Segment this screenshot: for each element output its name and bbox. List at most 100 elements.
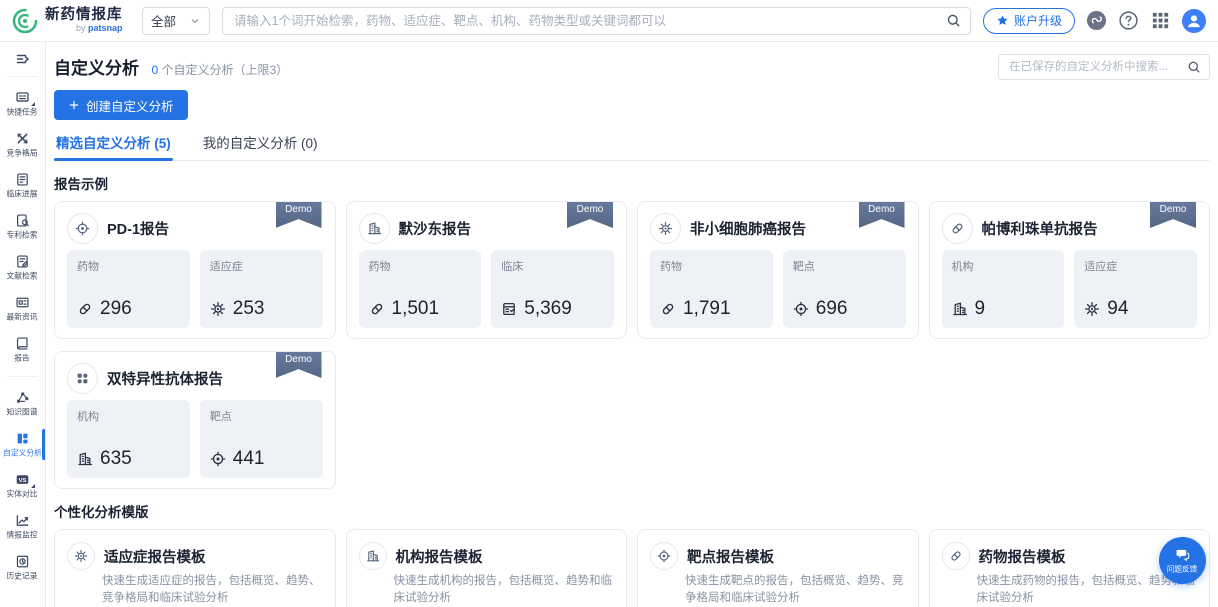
- brand-logo[interactable]: 新药情报库 by patsnap: [12, 7, 130, 34]
- analysis-count: 0 个自定义分析（上限3）: [151, 63, 289, 77]
- stat-label: 药物: [660, 261, 682, 273]
- stat-box: 药物 296: [67, 250, 190, 328]
- org-icon: [367, 221, 382, 236]
- analysis-template-card[interactable]: 靶点报告模板 快速生成靶点的报告，包括概览、趋势、竞争格局和临床试验分析: [637, 529, 919, 607]
- create-analysis-button[interactable]: 创建自定义分析: [54, 90, 188, 120]
- chevron-down-icon: [189, 15, 201, 27]
- sidebar-item-patent-search[interactable]: 专利检索: [0, 206, 45, 247]
- tasks-icon: [15, 90, 35, 106]
- global-search-input[interactable]: [232, 12, 946, 29]
- feedback-icon: [1175, 547, 1190, 562]
- report-card[interactable]: Demo 非小细胞肺癌报告 药物 1,791 靶点 696: [637, 201, 919, 339]
- analysis-tabs: 精选自定义分析 (5) 我的自定义分析 (0): [54, 132, 1210, 161]
- stat-box: 靶点 696: [782, 250, 906, 328]
- template-card-title: 机构报告模板: [395, 549, 483, 566]
- stat-value: 696: [815, 298, 848, 319]
- search-scope-dropdown[interactable]: 全部: [142, 6, 210, 35]
- report-card[interactable]: Demo 帕博利珠单抗报告 机构 9 适应症 94: [928, 201, 1210, 339]
- stat-label: 适应症: [209, 261, 243, 273]
- report-card[interactable]: Demo 默沙东报告 药物 1,501 临床 5,369: [345, 201, 627, 339]
- stat-value: 296: [100, 298, 132, 319]
- brand-title: 新药情报库: [45, 7, 123, 24]
- news-icon: [15, 295, 30, 310]
- virus-icon: [1084, 301, 1100, 317]
- report-section-title: 报告示例: [54, 177, 108, 192]
- stat-label: 适应症: [1084, 261, 1118, 273]
- stat-box: 机构 635: [67, 400, 190, 478]
- stat-label: 临床: [501, 261, 524, 273]
- stat-box: 机构 9: [941, 250, 1065, 328]
- template-card-description: 快速生成适应症的报告，包括概览、趋势、竞争格局和临床试验分析: [102, 575, 321, 605]
- stat-box: 药物 1,791: [650, 250, 773, 328]
- page-title: 自定义分析: [54, 59, 139, 78]
- report-card-title: 非小细胞肺癌报告: [690, 221, 806, 238]
- pill-icon: [949, 549, 963, 563]
- saved-analysis-search-input[interactable]: [1007, 60, 1187, 74]
- sidebar-item-history[interactable]: 历史记录: [0, 547, 45, 588]
- report-icon: [15, 336, 30, 351]
- sidebar-item-literature-search[interactable]: 文献检索: [0, 247, 45, 288]
- sidebar-item-clinical-progress[interactable]: 临床进展: [0, 165, 45, 206]
- patsnap-link-icon[interactable]: [1086, 10, 1107, 31]
- collapse-icon: [15, 51, 31, 67]
- clinical-icon: [501, 301, 517, 317]
- template-card-description: 快速生成药物的报告，包括概览、趋势和临床试验分析: [976, 575, 1196, 605]
- stat-label: 靶点: [792, 261, 815, 273]
- feedback-button[interactable]: 问题反馈: [1159, 537, 1206, 584]
- top-header: 新药情报库 by patsnap 全部 账户升级: [0, 0, 1218, 42]
- apps-grid-icon[interactable]: [1150, 10, 1171, 31]
- sidebar-divider: [7, 376, 38, 377]
- main-content: 自定义分析 0 个自定义分析（上限3） 创建自定义分析 精选自定义分析 (5) …: [46, 42, 1218, 607]
- sidebar-item-knowledge-graph[interactable]: 知识图谱: [0, 383, 45, 424]
- sidebar-item-competitive-landscape[interactable]: 竞争格局: [0, 124, 45, 165]
- help-icon[interactable]: [1118, 10, 1139, 31]
- analysis-template-card[interactable]: 适应症报告模板 快速生成适应症的报告，包括概览、趋势、竞争格局和临床试验分析: [54, 529, 336, 607]
- sidebar-collapse-button[interactable]: [0, 48, 45, 70]
- target-icon: [210, 451, 226, 467]
- tab-featured-analysis[interactable]: 精选自定义分析 (5): [54, 132, 173, 161]
- report-card[interactable]: Demo 双特异性抗体报告 机构 635 靶点 441: [54, 351, 336, 489]
- brand-subtitle: by patsnap: [75, 22, 123, 33]
- stat-value: 94: [1107, 298, 1129, 319]
- sidebar: 快捷任务 竞争格局 临床进展 专利检索 文献检索 最新资讯 报告 知识图谱 自定…: [0, 42, 46, 607]
- report-card[interactable]: Demo PD-1报告 药物 296 适应症 253: [54, 201, 336, 339]
- versus-icon: [15, 131, 30, 146]
- patent-icon: [15, 213, 30, 228]
- monitor-icon: [15, 513, 30, 528]
- sidebar-item-intel-monitor[interactable]: 情报监控: [0, 506, 45, 547]
- clinical-doc-icon: [15, 172, 30, 187]
- pill-icon: [660, 301, 676, 317]
- knowledge-graph-icon: [15, 390, 30, 405]
- stat-value: 253: [232, 298, 265, 319]
- svg-text:VS: VS: [19, 478, 27, 484]
- sidebar-item-entity-compare[interactable]: VS 实体对比: [0, 465, 45, 506]
- report-card-title: 双特异性抗体报告: [107, 371, 223, 388]
- org-icon: [77, 451, 93, 467]
- target-icon: [75, 221, 90, 236]
- stat-value: 1,791: [683, 298, 731, 319]
- stat-label: 药物: [77, 261, 99, 273]
- sidebar-item-reports[interactable]: 报告: [0, 329, 45, 370]
- sidebar-item-quick-tasks[interactable]: 快捷任务: [0, 83, 45, 124]
- template-card-title: 靶点报告模板: [687, 549, 774, 566]
- user-avatar[interactable]: [1182, 8, 1206, 33]
- template-card-title: 适应症报告模板: [104, 549, 206, 566]
- stat-label: 机构: [951, 261, 974, 273]
- search-icon[interactable]: [1187, 60, 1201, 74]
- report-card-title: 帕博利珠单抗报告: [981, 221, 1098, 238]
- target-icon: [657, 549, 671, 563]
- sidebar-item-custom-analysis[interactable]: 自定义分析: [0, 424, 45, 465]
- target-icon: [793, 301, 809, 317]
- account-upgrade-button[interactable]: 账户升级: [982, 7, 1075, 34]
- saved-analysis-search-box: [998, 54, 1210, 80]
- plus-icon: [68, 99, 80, 111]
- pill-icon: [77, 301, 93, 317]
- search-icon[interactable]: [946, 13, 961, 28]
- analysis-template-card[interactable]: 机构报告模板 快速生成机构的报告，包括概览、趋势和临床试验分析: [345, 529, 627, 607]
- template-card-description: 快速生成机构的报告，包括概览、趋势和临床试验分析: [393, 575, 613, 605]
- org-icon: [952, 301, 968, 317]
- stat-value: 9: [974, 298, 986, 319]
- tab-my-analysis[interactable]: 我的自定义分析 (0): [202, 136, 318, 151]
- virus-icon: [74, 549, 88, 563]
- sidebar-item-latest-news[interactable]: 最新资讯: [0, 288, 45, 329]
